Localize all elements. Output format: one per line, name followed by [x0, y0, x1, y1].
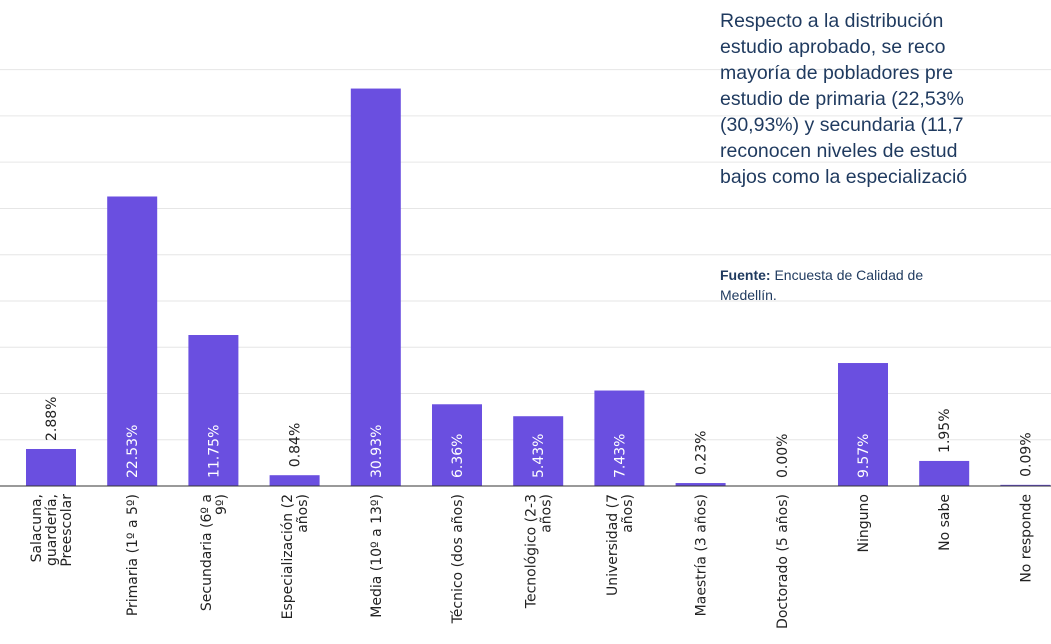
- bar: [269, 475, 320, 486]
- paragraph-line: estudio de primaria (22,53%: [720, 88, 964, 110]
- source-text: Encuesta de Calidad de: [774, 267, 924, 283]
- bar: [350, 88, 401, 486]
- source-label: Fuente:: [720, 267, 771, 283]
- bars: [26, 88, 1051, 486]
- bar: [513, 416, 564, 486]
- commentary-paragraph: Respecto a la distribución estudio aprob…: [720, 8, 1051, 190]
- x-tick-label: Salacuna, guardería, Preescolar: [29, 494, 75, 567]
- x-tick-label: Universidad (7 años): [605, 494, 636, 596]
- x-tick-label-line: 9º): [214, 494, 230, 515]
- data-labels: 2.88% 22.53% 11.75% 0.84% 30.93% 6.36% 5.43% 7.…: [44, 397, 1034, 478]
- x-tick-label-line: Salacuna,: [29, 494, 45, 562]
- x-tick-label-line: No responde: [1018, 494, 1034, 583]
- bar: [107, 196, 158, 486]
- source-text-line2: Medellín.: [720, 287, 777, 303]
- data-label: 30.93%: [369, 425, 385, 478]
- x-tick-label-line: Primaria (1º a 5º): [125, 494, 141, 616]
- x-tick-label-line: Doctorado (5 años): [775, 494, 791, 629]
- x-tick-label-line: Secundaria (6º a: [199, 494, 215, 611]
- x-tick-label-line: Tecnológico (2-3: [524, 494, 540, 609]
- paragraph-line: estudio aprobado, se reco: [720, 36, 946, 58]
- x-tick-label-line: guardería,: [44, 494, 60, 566]
- x-tick-label-line: Maestría (3 años): [694, 494, 710, 616]
- x-tick-label-line: Ninguno: [856, 494, 872, 552]
- source-note: Fuente: Encuesta de Calidad de Medellín.: [720, 265, 1051, 305]
- x-tick-label-line: años): [295, 494, 311, 533]
- x-tick-label-line: Universidad (7: [605, 494, 621, 596]
- data-label: 0.00%: [775, 434, 791, 478]
- x-tick-label: No sabe: [937, 494, 953, 551]
- x-tick-label: Maestría (3 años): [694, 494, 710, 616]
- bar: [838, 363, 888, 486]
- x-tick-label-line: años): [620, 494, 636, 533]
- x-tick-label-line: años): [539, 494, 555, 533]
- data-label: 0.23%: [694, 431, 710, 475]
- x-tick-label-line: Especialización (2: [280, 494, 296, 619]
- x-tick-label: Secundaria (6º a 9º): [199, 494, 230, 611]
- bar: [594, 390, 645, 486]
- x-tick-label: Técnico (dos años): [450, 494, 466, 624]
- bar: [26, 448, 76, 486]
- data-label: 7.43%: [612, 434, 628, 478]
- data-label: 1.95%: [937, 408, 953, 452]
- paragraph-line: Respecto a la distribución: [720, 10, 944, 32]
- x-tick-label-line: Preescolar: [59, 494, 75, 567]
- x-tick-label-line: No sabe: [937, 494, 953, 551]
- x-tick-label: Especialización (2 años): [280, 494, 311, 619]
- x-tick-labels: Salacuna, guardería, Preescolar Primaria (1…: [29, 494, 1034, 629]
- data-label: 9.57%: [856, 434, 872, 478]
- x-tick-label-line: Media (10º a 13º): [369, 494, 385, 618]
- data-label: 11.75%: [206, 425, 222, 478]
- bar: [919, 460, 970, 486]
- x-tick-label: Media (10º a 13º): [369, 494, 385, 618]
- data-label: 0.84%: [288, 423, 304, 467]
- bar: [432, 404, 482, 486]
- paragraph-line: reconocen niveles de estud: [720, 140, 958, 162]
- paragraph-line: (30,93%) y secundaria (11,7: [720, 114, 964, 136]
- gridlines: [0, 69, 1051, 441]
- bar: [675, 483, 726, 486]
- data-label: 6.36%: [450, 434, 466, 478]
- x-tick-label: Primaria (1º a 5º): [125, 494, 141, 616]
- x-tick-label: Ninguno: [856, 494, 872, 552]
- bar: [1000, 484, 1051, 486]
- data-label: 0.09%: [1018, 432, 1034, 476]
- data-label: 2.88%: [44, 397, 60, 441]
- x-tick-label: No responde: [1018, 494, 1034, 583]
- x-tick-label: Tecnológico (2-3 años): [524, 494, 555, 609]
- paragraph-line: bajos como la especializació: [720, 166, 968, 188]
- bar: [188, 335, 239, 486]
- x-tick-label: Doctorado (5 años): [775, 494, 791, 629]
- paragraph-line: mayoría de pobladores pre: [720, 62, 954, 84]
- data-label: 22.53%: [125, 425, 141, 478]
- data-label: 5.43%: [531, 434, 547, 478]
- x-tick-label-line: Técnico (dos años): [450, 494, 466, 624]
